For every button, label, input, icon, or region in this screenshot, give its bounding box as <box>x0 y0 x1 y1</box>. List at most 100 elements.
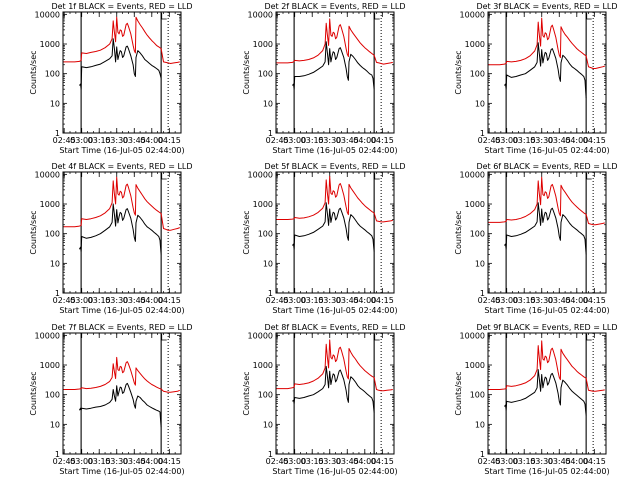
y-tick-label: 100 <box>470 391 485 400</box>
series-line-lld <box>488 340 605 392</box>
x-tick-label: 04:15 <box>583 457 606 466</box>
y-axis-label: Counts/sec <box>242 371 251 415</box>
x-tick-label: 03:30 <box>318 457 341 466</box>
x-tick-label: 03:30 <box>530 457 553 466</box>
series-line-lld <box>488 176 605 226</box>
y-tick-label: 10000 <box>460 10 485 19</box>
y-tick-label: 1000 <box>465 40 485 49</box>
y-tick-label: 100 <box>258 230 273 239</box>
panel-9: Det 9f BLACK = Events, RED = LLD 1 10 100 10… <box>454 323 618 476</box>
y-tick-label: 10000 <box>248 170 273 179</box>
series-line-events <box>292 365 375 413</box>
panel-title: Det 7f BLACK = Events, RED = LLD <box>51 323 192 332</box>
plot-frame <box>62 171 182 294</box>
y-axis-label: Counts/sec <box>29 210 38 254</box>
panel-1: Det 1f BLACK = Events, RED = LLD 1 10 100 10… <box>29 2 193 155</box>
flag-marker <box>374 13 380 20</box>
x-tick-label: 04:15 <box>371 136 394 145</box>
y-tick-label: 1000 <box>253 40 273 49</box>
y-tick-label: 10000 <box>35 331 60 340</box>
series-line-events <box>503 369 587 416</box>
plot-frame <box>62 332 182 455</box>
x-tick-label: 02:45 <box>53 296 76 305</box>
series-line-events <box>78 38 162 90</box>
y-tick-label: 1000 <box>253 200 273 209</box>
x-tick-label: 04:00 <box>565 136 588 145</box>
y-tick-label: 1000 <box>40 40 60 49</box>
flag-marker <box>586 13 592 20</box>
x-tick-label: 03:00 <box>283 457 306 466</box>
x-tick-label: 04:00 <box>353 296 376 305</box>
y-tick-label: 1 <box>268 129 273 138</box>
x-tick-label: 04:15 <box>158 457 181 466</box>
x-tick-label: 03:00 <box>283 296 306 305</box>
y-axis-label: Counts/sec <box>242 50 251 94</box>
y-tick-label: 100 <box>45 230 60 239</box>
x-axis-label: Start Time (16-Jul-05 02:44:00) <box>272 146 397 155</box>
flag-marker <box>161 173 167 180</box>
plot-frame <box>275 11 395 134</box>
x-tick-label: 03:00 <box>70 457 93 466</box>
x-tick-label: 02:45 <box>478 457 501 466</box>
series-line-events <box>78 382 162 428</box>
y-axis-label: Counts/sec <box>29 371 38 415</box>
flag-marker <box>161 334 167 341</box>
panel-title: Det 1f BLACK = Events, RED = LLD <box>51 2 192 11</box>
flag-marker <box>586 334 592 341</box>
x-tick-label: 04:00 <box>353 457 376 466</box>
y-tick-label: 10000 <box>248 331 273 340</box>
y-tick-label: 100 <box>470 70 485 79</box>
y-tick-label: 1 <box>268 450 273 459</box>
y-tick-label: 10 <box>475 99 485 108</box>
x-tick-label: 04:00 <box>565 457 588 466</box>
x-tick-label: 03:45 <box>548 296 571 305</box>
x-tick-label: 03:45 <box>336 457 359 466</box>
panel-title: Det 2f BLACK = Events, RED = LLD <box>264 2 405 11</box>
y-tick-label: 1 <box>55 289 60 298</box>
x-axis-label: Start Time (16-Jul-05 02:44:00) <box>59 467 184 476</box>
series-line-lld <box>276 18 393 65</box>
x-tick-label: 03:00 <box>495 457 518 466</box>
panel-8: Det 8f BLACK = Events, RED = LLD 1 10 100 10… <box>242 323 406 476</box>
x-tick-label: 02:45 <box>478 136 501 145</box>
y-tick-label: 100 <box>470 230 485 239</box>
panel-2: Det 2f BLACK = Events, RED = LLD 1 10 100 10… <box>242 2 406 155</box>
plot-frame <box>487 11 607 134</box>
y-axis-label: Counts/sec <box>29 50 38 94</box>
x-tick-label: 03:00 <box>70 136 93 145</box>
y-tick-label: 10 <box>263 420 273 429</box>
x-tick-label: 03:15 <box>88 136 111 145</box>
y-axis-label: Counts/sec <box>454 50 463 94</box>
series-line-events <box>291 41 375 90</box>
x-axis-label: Start Time (16-Jul-05 02:44:00) <box>484 467 609 476</box>
series-line-events <box>78 203 162 255</box>
panel-title: Det 9f BLACK = Events, RED = LLD <box>476 323 617 332</box>
panel-title: Det 6f BLACK = Events, RED = LLD <box>476 162 617 171</box>
x-tick-label: 03:45 <box>123 296 146 305</box>
y-tick-label: 1 <box>55 450 60 459</box>
x-axis-label: Start Time (16-Jul-05 02:44:00) <box>59 306 184 315</box>
y-tick-label: 1000 <box>465 200 485 209</box>
x-tick-label: 03:30 <box>105 136 128 145</box>
x-tick-label: 04:15 <box>583 136 606 145</box>
y-tick-label: 10 <box>50 259 60 268</box>
y-tick-label: 10000 <box>460 331 485 340</box>
x-tick-label: 03:30 <box>530 136 553 145</box>
x-tick-label: 04:15 <box>158 136 181 145</box>
y-tick-label: 1 <box>480 129 485 138</box>
panel-4: Det 4f BLACK = Events, RED = LLD 1 10 100 10… <box>29 162 193 315</box>
x-tick-label: 03:15 <box>513 457 536 466</box>
x-tick-label: 04:15 <box>158 296 181 305</box>
x-tick-label: 02:45 <box>53 457 76 466</box>
y-axis-label: Counts/sec <box>454 210 463 254</box>
y-tick-label: 10000 <box>35 170 60 179</box>
y-tick-label: 1 <box>480 289 485 298</box>
y-tick-label: 10 <box>475 420 485 429</box>
x-tick-label: 03:30 <box>318 136 341 145</box>
x-tick-label: 02:45 <box>266 457 289 466</box>
series-line-lld <box>276 175 393 223</box>
x-tick-label: 03:45 <box>336 296 359 305</box>
x-tick-label: 04:00 <box>140 136 163 145</box>
x-tick-label: 03:15 <box>301 136 324 145</box>
